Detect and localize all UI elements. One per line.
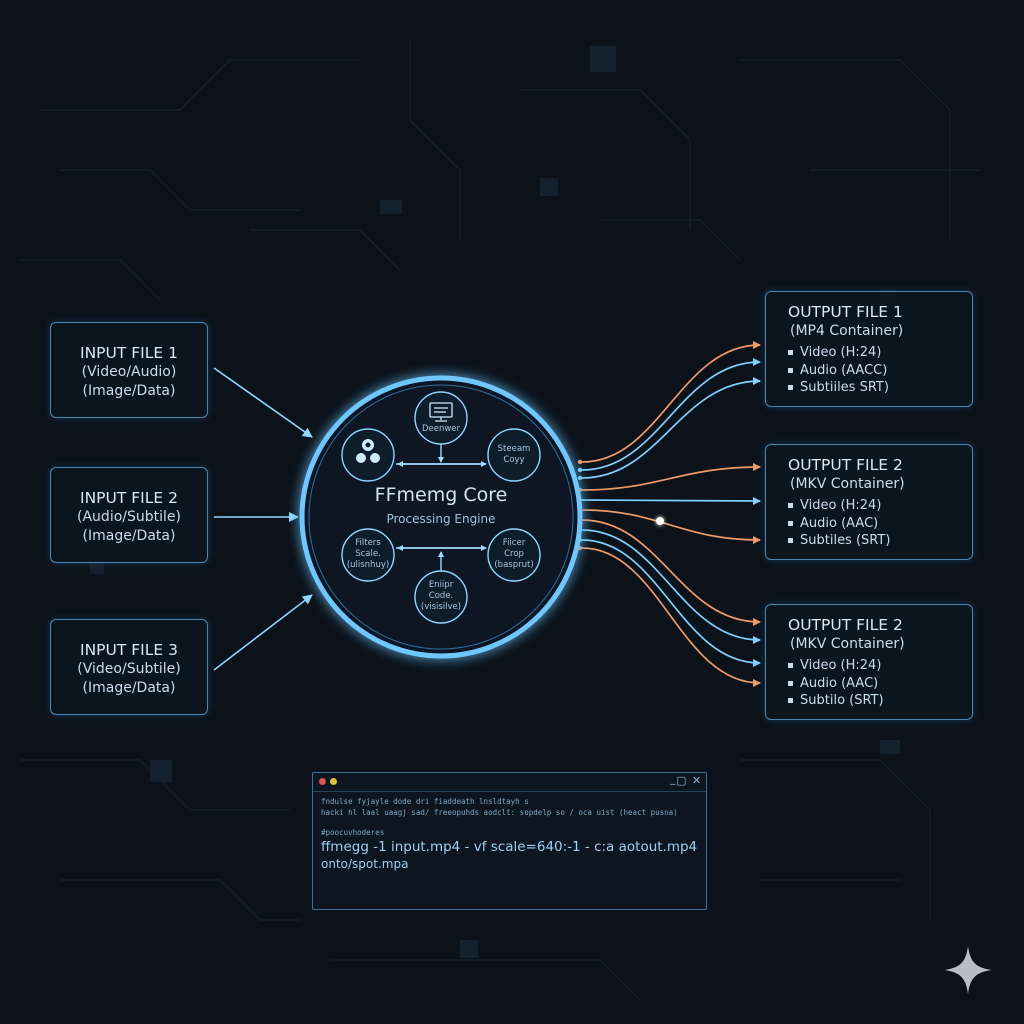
sparkle-icon — [944, 946, 992, 994]
output-file-1-container: (MP4 Container) — [790, 323, 904, 339]
stream-item: Audio (AACC) — [788, 362, 972, 380]
terminal-line-2: hacki hl laal uaagj sad/ freeopuhds aodc… — [321, 808, 678, 817]
output-file-1-streams: Video (H:24) Audio (AACC) Subtiiles SRT) — [788, 344, 972, 397]
node-right-bottom-line1: Fiicer — [502, 538, 526, 548]
output-file-2-streams: Video (H:24) Audio (AAC) Subtiles (SRT) — [788, 497, 972, 550]
input-connectors — [213, 367, 313, 671]
output-file-3-box: OUTPUT FILE 2 (MKV Container) Video (H:2… — [765, 604, 973, 720]
node-top-label: Deenwer — [413, 424, 469, 435]
terminal-command-continued: onto/spot.mpa — [321, 857, 409, 871]
maximize-icon[interactable]: ▢ — [676, 774, 687, 787]
minimize-dot-icon[interactable] — [330, 778, 337, 785]
input-file-1-data: (Image/Data) — [82, 383, 176, 399]
input-file-2-title: INPUT FILE 2 — [80, 489, 178, 507]
node-right-top-line1: Steeam — [497, 444, 531, 454]
output-file-3-container: (MKV Container) — [790, 636, 905, 652]
audio-stream-icon — [356, 439, 380, 463]
input-file-1-box: INPUT FILE 1 (Video/Audio) (Image/Data) — [50, 322, 208, 418]
stream-item: Video (H:24) — [788, 344, 972, 362]
close-icon[interactable]: ✕ — [692, 774, 702, 787]
input-file-1-title: INPUT FILE 1 — [80, 344, 178, 362]
input-1-arrow — [213, 367, 313, 438]
node-bottom-line2: Code. — [428, 591, 454, 601]
monitor-icon — [429, 402, 453, 422]
output-file-3-title: OUTPUT FILE 2 — [788, 616, 903, 634]
node-top-text: Deenwer — [421, 424, 461, 434]
output-curve — [581, 547, 761, 687]
core-subtitle: Processing Engine — [386, 512, 496, 526]
terminal-titlebar[interactable]: _ ▢ ✕ — [313, 772, 706, 792]
input-file-2-box: INPUT FILE 2 (Audio/Subtile) (Image/Data… — [50, 467, 208, 563]
input-file-1-type: (Video/Audio) — [81, 364, 177, 380]
output-curve — [581, 539, 761, 667]
output-curve — [581, 519, 761, 626]
stream-item: Video (H:24) — [788, 497, 972, 515]
input-file-3-type: (Video/Subtile) — [77, 661, 181, 677]
node-bottom-line1: Eniipr — [428, 580, 454, 590]
output-file-1-box: OUTPUT FILE 1 (MP4 Container) Video (H:2… — [765, 291, 973, 407]
node-left-top — [341, 428, 395, 482]
node-bottom-label: Eniipr Code. (visisilve) — [415, 580, 467, 613]
output-file-2-box: OUTPUT FILE 2 (MKV Container) Video (H:2… — [765, 444, 973, 560]
terminal-line-1: fndulse fyjayle dode dri fiaddeath lnsld… — [321, 797, 529, 806]
terminal-window[interactable]: _ ▢ ✕ fndulse fyjayle dode dri fiaddeath… — [312, 772, 707, 910]
circuit-background — [20, 40, 980, 1001]
output-curve — [581, 341, 761, 463]
input-file-3-data: (Image/Data) — [82, 680, 176, 696]
node-right-bottom-label: Fiicer Crop (basprut) — [488, 538, 540, 571]
input-3-arrow — [213, 594, 313, 671]
node-left-bottom-line2: Scale. — [355, 549, 381, 559]
stream-item: Video (H:24) — [788, 657, 972, 675]
input-file-2-type: (Audio/Subtile) — [77, 509, 181, 525]
output-curve — [581, 358, 761, 471]
node-left-bottom-line3: (ulisnhuy) — [346, 560, 390, 570]
stream-item: Audio (AAC) — [788, 675, 972, 693]
node-right-bottom — [487, 528, 541, 582]
core-nodes — [341, 391, 541, 624]
output-file-1-title: OUTPUT FILE 1 — [788, 303, 903, 321]
output-junction — [656, 517, 664, 525]
minimize-icon[interactable]: _ — [670, 772, 676, 785]
node-bottom-line3: (visisilve) — [420, 602, 462, 612]
input-file-3-box: INPUT FILE 3 (Video/Subtile) (Image/Data… — [50, 619, 208, 715]
output-file-2-container: (MKV Container) — [790, 476, 905, 492]
output-curve-origin — [577, 459, 583, 465]
node-right-top — [487, 428, 541, 482]
stream-item: Subtilo (SRT) — [788, 692, 972, 710]
node-left-bottom-line1: Filters — [355, 538, 381, 548]
node-right-bottom-line3: (basprut) — [494, 560, 534, 570]
output-curve — [581, 377, 761, 479]
core-title: FFmemg Core — [374, 484, 508, 506]
stream-item: Audio (AAC) — [788, 515, 972, 533]
node-bottom — [414, 570, 468, 624]
output-curve-origin — [577, 467, 583, 473]
node-right-top-line2: Coyy — [503, 455, 525, 465]
input-file-2-data: (Image/Data) — [82, 528, 176, 544]
stream-item: Subtiles (SRT) — [788, 532, 972, 550]
output-connectors — [577, 341, 761, 687]
input-file-3-title: INPUT FILE 3 — [80, 641, 178, 659]
node-right-top-label: Steeam Coyy — [488, 444, 540, 466]
terminal-line-3: #poocuvhoderes — [321, 828, 385, 837]
stream-item: Subtiiles SRT) — [788, 379, 972, 397]
output-curve — [581, 463, 761, 491]
output-file-2-title: OUTPUT FILE 2 — [788, 456, 903, 474]
close-dot-icon[interactable] — [319, 778, 326, 785]
output-curve — [581, 529, 761, 644]
node-left-bottom — [341, 528, 395, 582]
output-curve — [581, 509, 761, 544]
output-curve — [581, 496, 761, 505]
output-file-3-streams: Video (H:24) Audio (AAC) Subtilo (SRT) — [788, 657, 972, 710]
node-left-bottom-label: Filters Scale. (ulisnhuy) — [342, 538, 394, 571]
node-right-bottom-line2: Crop — [504, 549, 524, 559]
terminal-command: ffmegg -1 input.mp4 - vf scale=640:-1 - … — [321, 839, 698, 855]
output-curve-origin — [577, 475, 583, 481]
